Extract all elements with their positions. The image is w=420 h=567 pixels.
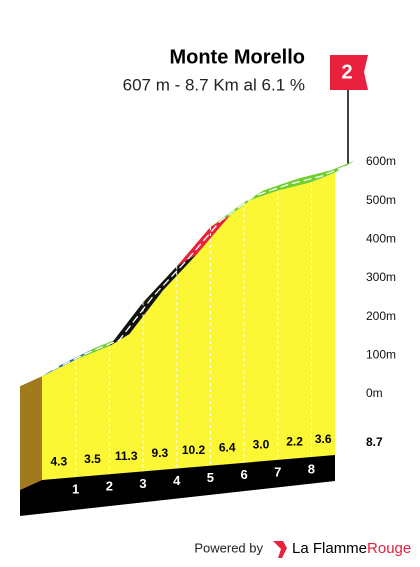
title: Monte Morello [169,46,305,68]
y-tick-label: 300m [366,270,396,284]
side-face [20,376,42,490]
gradient-label: 10.2 [182,443,206,457]
footer-brand: La FlammeRouge [292,540,411,557]
y-tick-label: 500m [366,193,396,207]
y-tick-label: 400m [366,232,396,246]
y-tick-label: 200m [366,309,396,323]
gradient-label: 3.6 [315,432,332,446]
x-tick-label: 5 [207,470,214,485]
x-tick-label: 8.7 [366,435,383,449]
brand-accent: Rouge [367,540,411,557]
y-tick-label: 0m [366,386,383,400]
x-tick-label: 8 [308,461,315,476]
footer-prefix: Powered by [194,540,263,555]
gradient-label: 9.3 [152,446,169,460]
gradient-label: 3.0 [253,437,270,451]
gradient-label: 11.3 [115,449,138,463]
y-tick-label: 600m [366,154,396,168]
x-tick-label: 6 [240,467,247,482]
brand: La Flamme [292,540,367,557]
y-tick-label: 100m [366,348,396,362]
gradient-label: 6.4 [219,440,236,454]
flag [330,55,368,90]
category: 2 [341,61,352,83]
ridge-segment [143,254,197,303]
gradient-label: 3.5 [84,452,101,466]
x-tick-label: 4 [173,473,181,488]
x-tick-label: 7 [274,464,281,479]
gradient-label: 4.3 [50,455,67,469]
x-tick-label: 3 [139,476,146,491]
subtitle: 607 m - 8.7 Km al 6.1 % [123,75,305,94]
front-face [42,172,335,480]
elevation-line [51,165,346,371]
gradient-label: 2.2 [286,435,303,449]
plot: 4.3 3.5 11.3 9.3 10.2 6.4 3.0 2.2 3.6 1 2 3 4 5 6 7 8 8.7… [20,154,396,516]
x-tick-label: 1 [72,482,79,497]
logo [273,541,287,558]
x-tick-label: 2 [106,479,113,494]
base [20,455,335,516]
